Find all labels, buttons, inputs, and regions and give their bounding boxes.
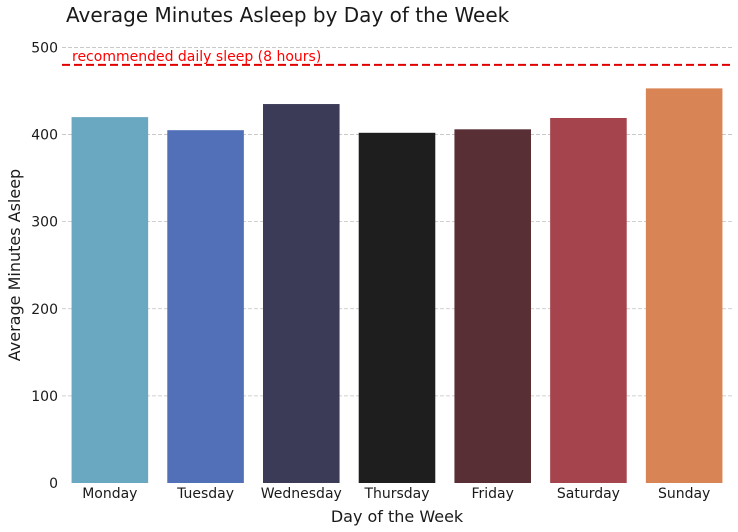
reference-line-group: recommended daily sleep (8 hours) <box>62 49 732 66</box>
x-tick-label: Sunday <box>658 486 710 502</box>
x-tick-label: Monday <box>82 486 137 502</box>
y-tick-label: 200 <box>31 302 58 318</box>
reference-line-label: recommended daily sleep (8 hours) <box>72 49 321 65</box>
y-tick-label: 400 <box>31 128 58 144</box>
bar-friday <box>454 129 531 484</box>
bar-thursday <box>358 132 436 484</box>
x-tick-label: Tuesday <box>176 486 234 502</box>
chart-title: Average Minutes Asleep by Day of the Wee… <box>66 3 510 27</box>
x-axis-ticks: Monday Tuesday Wednesday Thursday Friday Satu… <box>82 486 710 502</box>
bar-tuesday <box>167 130 244 484</box>
x-tick-label: Friday <box>471 486 513 502</box>
y-axis-ticks: 0 100 200 300 400 500 <box>31 40 58 492</box>
x-tick-label: Thursday <box>363 486 429 502</box>
x-tick-label: Wednesday <box>261 486 342 502</box>
bars <box>71 88 723 484</box>
y-tick-label: 500 <box>31 40 58 56</box>
bar-monday <box>71 117 149 483</box>
bar-wednesday <box>263 104 340 483</box>
bar-saturday <box>550 117 627 483</box>
y-tick-label: 0 <box>49 476 58 492</box>
y-tick-label: 300 <box>31 215 58 231</box>
bar-sunday <box>645 88 723 483</box>
y-tick-label: 100 <box>31 389 58 405</box>
x-tick-label: Saturday <box>557 486 620 502</box>
y-axis-label: Average Minutes Asleep <box>5 169 24 361</box>
x-axis-label: Day of the Week <box>331 507 464 526</box>
